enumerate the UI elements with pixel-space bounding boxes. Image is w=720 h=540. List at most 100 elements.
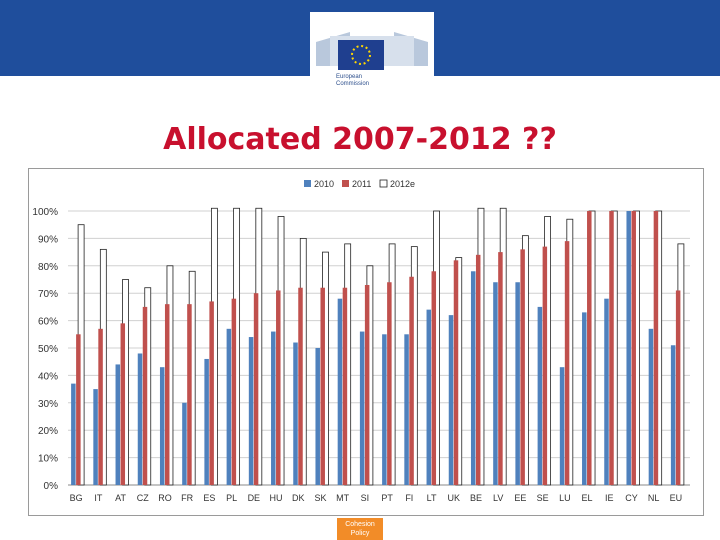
x-tick-label: EU [670, 493, 683, 503]
y-tick-label: 10% [38, 454, 58, 465]
x-tick-label: FI [405, 493, 413, 503]
y-tick-label: 30% [38, 399, 58, 410]
bar-2011-FI [409, 276, 414, 485]
commission-building-icon [316, 32, 428, 70]
bar-2010-MT [337, 298, 343, 485]
y-tick-label: 100% [32, 207, 58, 218]
bar-2010-LV [493, 282, 498, 485]
x-tick-label: SK [314, 493, 326, 503]
bar-2011-HU [276, 290, 281, 485]
bar-2011-BE [475, 254, 481, 485]
x-tick-label: FR [181, 493, 193, 503]
y-tick-label: 50% [38, 344, 58, 355]
bar-2010-EU [670, 345, 676, 485]
x-tick-label: DE [248, 493, 261, 503]
y-tick-label: 0% [44, 481, 59, 492]
slide-title: Allocated 2007-2012 ?? [163, 122, 557, 157]
bar-2011-IT [98, 328, 103, 485]
y-tick-label: 80% [38, 262, 58, 273]
legend-label-1: 2011 [352, 179, 371, 189]
bar-2011-EL [587, 211, 592, 485]
bar-2011-CZ [142, 306, 148, 485]
x-tick-label: EL [582, 493, 593, 503]
x-tick-label: SI [361, 493, 370, 503]
bar-2010-PT [382, 334, 387, 485]
bar-2011-SK [320, 287, 325, 485]
legend-swatch-2 [379, 179, 388, 188]
bar-2010-HU [271, 331, 276, 485]
x-tick-label: CZ [137, 493, 149, 503]
badge-line-1: Cohesion [345, 521, 375, 528]
bar-chart: 0% 10% 20% 30% 40% 50% 60% 70% 80% 90% 100% BG IT AT… [32, 179, 690, 503]
bar-2011-EE [520, 249, 525, 485]
bar-2010-AT [115, 364, 121, 485]
bar-2011-DE [253, 293, 259, 485]
bar-2010-PL [226, 328, 232, 485]
x-tick-label: DK [292, 493, 305, 503]
y-tick-label: 60% [38, 317, 58, 328]
x-tick-label: BG [70, 493, 83, 503]
bar-2010-EL [582, 312, 587, 485]
bar-2011-EU [675, 290, 681, 485]
x-tick-label: PL [226, 493, 237, 503]
bar-2011-AT [120, 323, 126, 485]
bar-2011-LT [431, 271, 437, 485]
logo-line-2: Commission [336, 81, 370, 87]
x-tick-label: SE [537, 493, 549, 503]
bar-2010-IT [93, 389, 98, 485]
badge-line-2: Policy [350, 530, 370, 537]
bar-2010-ES [204, 358, 209, 485]
bar-2010-DK [293, 342, 298, 485]
bar-2010-FR [182, 402, 187, 485]
x-tick-label: ES [203, 493, 215, 503]
x-tick-label: LV [493, 493, 503, 503]
bar-2011-ES [209, 301, 214, 485]
bar-2011-BG [76, 334, 81, 485]
y-tick-label: 20% [38, 426, 58, 437]
bar-2010-EE [515, 282, 520, 485]
x-tick-label: NL [648, 493, 660, 503]
legend-swatch-0 [304, 180, 311, 187]
bar-2010-SK [315, 348, 320, 485]
x-tick-label: UK [447, 493, 460, 503]
x-tick-label: CY [625, 493, 638, 503]
x-tick-label: PT [381, 493, 393, 503]
bar-2011-FR [187, 304, 192, 485]
bar-2010-CZ [137, 353, 143, 485]
bar-2010-FI [404, 334, 409, 485]
x-tick-label: RO [158, 493, 172, 503]
bar-2010-IE [604, 298, 609, 485]
bar-2010-DE [248, 337, 254, 485]
x-tick-label: IT [94, 493, 103, 503]
legend-label-2: 2012e [390, 179, 415, 189]
bar-2011-SE [542, 246, 548, 485]
bar-2011-LU [564, 241, 570, 485]
bar-2010-BE [470, 271, 476, 485]
legend: 2010 2011 2012e [304, 179, 415, 189]
bar-2011-SI [364, 284, 370, 485]
bar-2010-BG [71, 383, 76, 485]
y-tick-label: 90% [38, 234, 58, 245]
x-tick-label: AT [115, 493, 126, 503]
bar-2010-SE [537, 306, 543, 485]
bar-2011-IE [609, 211, 614, 485]
bar-2011-PT [387, 282, 392, 485]
bar-2010-LT [426, 309, 432, 485]
bar-2010-UK [448, 315, 454, 485]
cohesion-policy-badge: Cohesion Policy [337, 518, 383, 540]
legend-swatch-1 [342, 180, 349, 187]
bar-2010-RO [159, 367, 165, 485]
x-tick-label: IE [605, 493, 614, 503]
logo-line-1: European [336, 74, 363, 80]
y-tick-label: 40% [38, 371, 58, 382]
x-tick-label: EE [514, 493, 526, 503]
bar-2010-NL [648, 328, 654, 485]
bar-2010-CY [626, 211, 631, 485]
x-tick-label: LT [427, 493, 437, 503]
bar-2011-UK [453, 260, 459, 485]
bar-2011-RO [164, 304, 170, 485]
legend-label-0: 2010 [314, 179, 334, 189]
x-tick-label: MT [336, 493, 349, 503]
bar-2010-SI [359, 331, 365, 485]
x-tick-label: LU [559, 493, 571, 503]
